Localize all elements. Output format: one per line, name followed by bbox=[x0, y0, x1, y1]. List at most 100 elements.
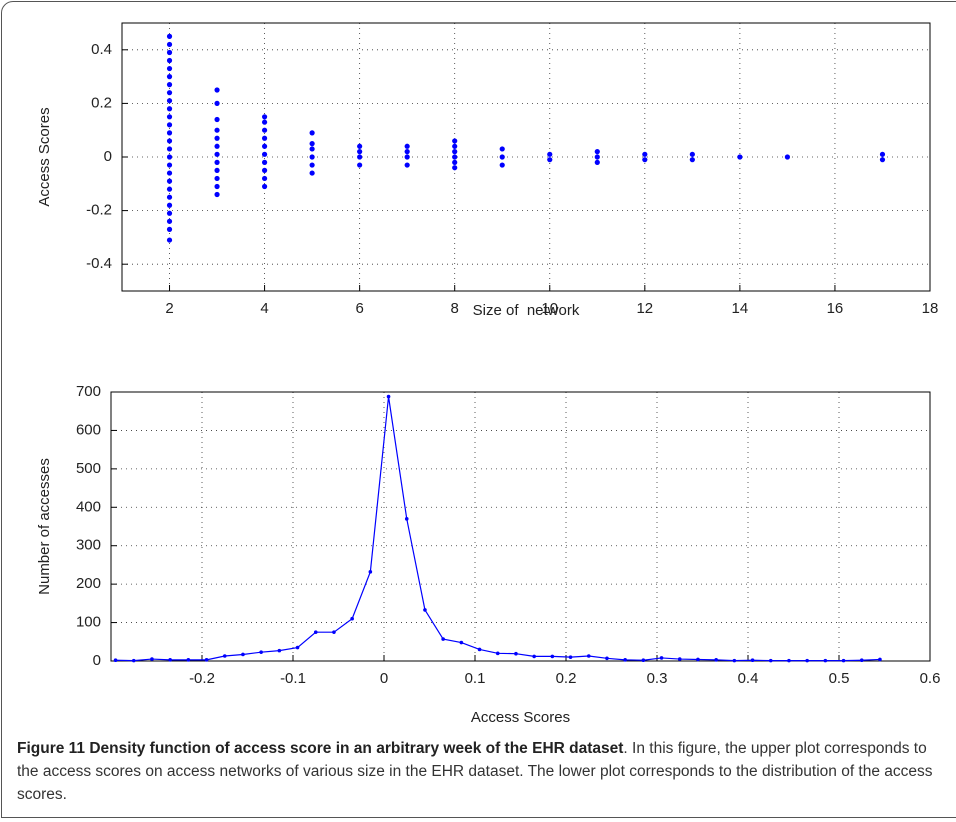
point bbox=[459, 640, 464, 645]
point bbox=[214, 116, 220, 123]
y-axis-label: Access Scores bbox=[36, 107, 53, 206]
point bbox=[166, 82, 173, 88]
point bbox=[261, 135, 268, 141]
point bbox=[309, 154, 315, 160]
point bbox=[166, 138, 173, 144]
point bbox=[586, 654, 591, 658]
point bbox=[166, 65, 173, 72]
point bbox=[131, 658, 136, 663]
y-tick-label: 0 bbox=[93, 652, 101, 669]
point bbox=[689, 151, 695, 157]
point bbox=[261, 127, 268, 133]
x-tick-label: 0 bbox=[380, 670, 388, 687]
point bbox=[261, 167, 268, 173]
point bbox=[166, 154, 173, 160]
point bbox=[166, 210, 173, 216]
x-tick-label: 12 bbox=[636, 300, 653, 317]
point bbox=[214, 87, 220, 93]
point bbox=[166, 98, 173, 104]
point bbox=[689, 157, 695, 163]
point bbox=[878, 657, 882, 662]
point bbox=[261, 119, 268, 125]
point bbox=[642, 151, 648, 157]
point bbox=[452, 165, 458, 171]
point bbox=[309, 146, 315, 152]
point bbox=[879, 157, 886, 163]
point bbox=[261, 143, 268, 149]
point bbox=[166, 162, 173, 168]
point bbox=[495, 651, 500, 656]
x-tick-label: 6 bbox=[355, 300, 363, 317]
plot-frame bbox=[110, 391, 931, 662]
x-tick-label: 2 bbox=[165, 300, 173, 317]
point bbox=[214, 127, 220, 133]
x-tick-label: 0.4 bbox=[738, 670, 759, 687]
point bbox=[441, 637, 445, 641]
point bbox=[166, 146, 173, 152]
point bbox=[166, 33, 173, 40]
point bbox=[452, 154, 458, 160]
point bbox=[594, 159, 600, 165]
x-tick-label: 0.3 bbox=[647, 670, 668, 687]
point bbox=[313, 630, 318, 634]
point bbox=[550, 654, 555, 659]
point bbox=[594, 149, 600, 155]
point bbox=[214, 151, 220, 157]
point bbox=[357, 162, 363, 168]
point bbox=[309, 162, 315, 168]
point bbox=[357, 143, 363, 149]
point bbox=[166, 186, 173, 192]
point bbox=[499, 146, 505, 152]
y-tick-label: 100 bbox=[76, 614, 101, 631]
point bbox=[113, 658, 118, 663]
point bbox=[261, 175, 268, 182]
point bbox=[547, 157, 553, 163]
point bbox=[787, 658, 791, 663]
point bbox=[166, 106, 173, 112]
point bbox=[166, 49, 173, 56]
point bbox=[677, 657, 682, 661]
point bbox=[261, 159, 268, 165]
point bbox=[295, 645, 300, 650]
x-tick-label: 4 bbox=[260, 300, 268, 317]
point bbox=[623, 658, 627, 662]
point bbox=[368, 570, 373, 574]
point bbox=[259, 650, 263, 654]
point bbox=[805, 658, 809, 663]
point bbox=[166, 202, 173, 208]
point bbox=[261, 151, 268, 157]
charts: -0.4 -0.2 0 0.2 0.4 2 4 6 8 10 12 14 16 18 Size of net… bbox=[36, 22, 940, 726]
point bbox=[261, 183, 268, 190]
caption-title: Figure 11 Density function of access sco… bbox=[17, 740, 624, 757]
point bbox=[166, 194, 173, 200]
line bbox=[115, 396, 880, 662]
y-tick-label: 300 bbox=[76, 537, 101, 554]
y-tick-label: -0.4 bbox=[86, 255, 112, 272]
y-tick-label: -0.2 bbox=[86, 202, 112, 219]
point bbox=[714, 658, 718, 662]
point bbox=[404, 154, 410, 160]
x-tick-label: -0.1 bbox=[280, 670, 306, 687]
point bbox=[261, 114, 268, 120]
point bbox=[784, 154, 791, 160]
y-tick-label: 500 bbox=[76, 460, 101, 477]
x-tick-label: -0.2 bbox=[189, 670, 215, 687]
point bbox=[166, 226, 173, 232]
point bbox=[732, 658, 737, 663]
point bbox=[309, 130, 315, 136]
point bbox=[204, 658, 209, 662]
point bbox=[452, 149, 458, 155]
x-tick-label: 10 bbox=[541, 300, 558, 317]
caption-text: . In this figure, the upper plot corresp… bbox=[17, 740, 933, 803]
point bbox=[332, 630, 336, 634]
point bbox=[357, 154, 363, 160]
y-tick-label: 700 bbox=[76, 383, 101, 400]
y-tick-label: 400 bbox=[76, 498, 101, 515]
point bbox=[605, 656, 609, 661]
point bbox=[841, 658, 846, 663]
point bbox=[594, 154, 600, 160]
caption: Figure 11 Density function of access sco… bbox=[17, 737, 947, 806]
y-tick-label: 0 bbox=[104, 148, 112, 165]
point bbox=[166, 178, 173, 184]
point bbox=[214, 159, 220, 165]
